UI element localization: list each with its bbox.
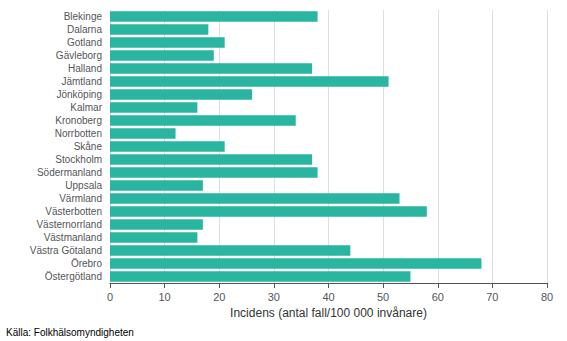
svg-text:Blekinge: Blekinge bbox=[64, 11, 103, 22]
svg-text:Incidens (antal fall/100 000 i: Incidens (antal fall/100 000 invånare) bbox=[230, 306, 427, 320]
svg-text:Östergötland: Östergötland bbox=[45, 271, 102, 282]
svg-text:70: 70 bbox=[486, 291, 498, 303]
svg-text:Uppsala: Uppsala bbox=[65, 180, 102, 191]
svg-text:Jämtland: Jämtland bbox=[61, 76, 102, 87]
svg-text:Kronoberg: Kronoberg bbox=[55, 115, 102, 126]
svg-text:0: 0 bbox=[107, 291, 113, 303]
svg-text:Södermanland: Södermanland bbox=[37, 167, 102, 178]
svg-text:80: 80 bbox=[541, 291, 553, 303]
svg-text:10: 10 bbox=[159, 291, 171, 303]
svg-text:Västerbotten: Västerbotten bbox=[45, 206, 102, 217]
svg-text:20: 20 bbox=[213, 291, 225, 303]
svg-text:30: 30 bbox=[268, 291, 280, 303]
svg-text:Stockholm: Stockholm bbox=[55, 154, 102, 165]
svg-text:Källa: Folkhälsomyndigheten: Källa: Folkhälsomyndigheten bbox=[6, 327, 134, 338]
svg-text:Norrbotten: Norrbotten bbox=[55, 128, 102, 139]
svg-text:Västernorrland: Västernorrland bbox=[36, 219, 102, 230]
svg-text:Dalarna: Dalarna bbox=[67, 24, 102, 35]
svg-text:Jönköping: Jönköping bbox=[56, 89, 102, 100]
svg-text:Västra Götaland: Västra Götaland bbox=[30, 245, 102, 256]
svg-text:Västmanland: Västmanland bbox=[44, 232, 102, 243]
svg-text:Örebro: Örebro bbox=[71, 258, 103, 269]
svg-text:Gävleborg: Gävleborg bbox=[56, 50, 102, 61]
svg-text:60: 60 bbox=[432, 291, 444, 303]
svg-text:Gotland: Gotland bbox=[67, 37, 102, 48]
svg-text:40: 40 bbox=[322, 291, 334, 303]
svg-text:Kalmar: Kalmar bbox=[70, 102, 102, 113]
svg-text:Skåne: Skåne bbox=[74, 141, 103, 152]
svg-text:Värmland: Värmland bbox=[59, 193, 102, 204]
svg-text:Halland: Halland bbox=[68, 63, 102, 74]
svg-text:50: 50 bbox=[377, 291, 389, 303]
